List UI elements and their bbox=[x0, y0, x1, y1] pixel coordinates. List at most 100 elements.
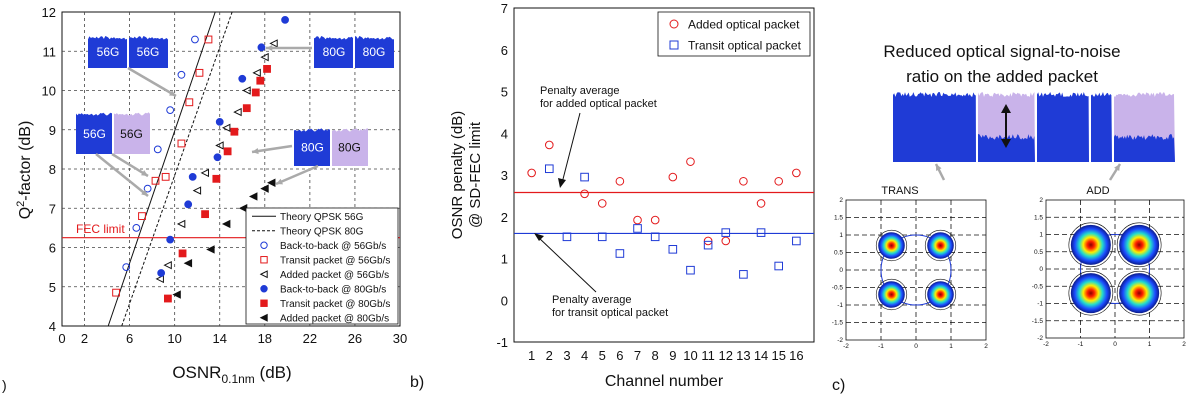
waveform-segment bbox=[1037, 92, 1089, 162]
panel-a-point bbox=[206, 245, 215, 254]
panel-a-point bbox=[269, 39, 278, 48]
panel-a-xtick-label: 22 bbox=[303, 331, 317, 346]
legend-marker bbox=[260, 256, 268, 264]
panel-a-point bbox=[172, 290, 181, 299]
panel-a-point bbox=[260, 52, 269, 62]
panel-b-plot-frame bbox=[513, 7, 815, 343]
panel-b-point bbox=[774, 176, 784, 186]
inset-pointer-arrowhead bbox=[169, 90, 176, 96]
panel-a-point bbox=[242, 104, 251, 113]
inset-pointer-arrow bbox=[111, 152, 149, 178]
inset-label-left: 56G bbox=[83, 127, 106, 141]
panel-b-point bbox=[597, 199, 607, 208]
panel-b-point bbox=[580, 172, 589, 182]
panel-b-xtick-label: 13 bbox=[736, 348, 750, 363]
panel-b-xtick-label: 15 bbox=[771, 348, 785, 363]
trace-pointer-arrowhead bbox=[1114, 164, 1120, 171]
panel-a-ytick-label: 5 bbox=[49, 280, 56, 295]
panel-b-point bbox=[597, 232, 607, 242]
panel-b-xtick-label: 3 bbox=[563, 348, 570, 363]
panel-b-ytick-label: 4 bbox=[501, 126, 508, 141]
constellation-ytick-label: 1.5 bbox=[1034, 214, 1043, 221]
constellation-ytick-label: 1 bbox=[839, 232, 843, 239]
inset-pointer-arrow bbox=[95, 153, 149, 197]
panel-b-points bbox=[527, 140, 801, 279]
panel-c-label: c) bbox=[832, 377, 845, 394]
waveform-fill bbox=[114, 112, 150, 154]
constellation-contour bbox=[1116, 222, 1162, 268]
legend-marker bbox=[260, 241, 268, 249]
panel-a-points bbox=[112, 15, 289, 303]
panel-a-ytick-label: 11 bbox=[43, 44, 57, 59]
fec-limit-label: FEC limit bbox=[76, 222, 125, 236]
panel-a-point bbox=[164, 294, 172, 303]
panel-a-ytick-label: 9 bbox=[49, 123, 56, 138]
panel-a-xtick-label: 30 bbox=[393, 331, 407, 346]
panel-a-point bbox=[163, 260, 172, 270]
panel-b-point bbox=[756, 228, 766, 237]
panel-a-xtick-label: 6 bbox=[126, 331, 133, 346]
panel-a-point bbox=[166, 106, 175, 115]
panel-b-point bbox=[650, 215, 660, 225]
panel-b-point bbox=[756, 199, 766, 208]
inset-label-right: 80G bbox=[363, 45, 386, 59]
waveform-segment bbox=[893, 92, 976, 162]
panel-a-point bbox=[212, 174, 221, 183]
panel-c-waveform bbox=[893, 92, 1175, 181]
panel-c-figure: Reduced optical signal-to-noise ratio on… bbox=[832, 42, 1186, 394]
panel-b-point bbox=[739, 270, 748, 279]
constellation-contour bbox=[924, 229, 957, 262]
constellation-xtick-label: -1 bbox=[878, 343, 884, 350]
constellation-xtick-label: 1 bbox=[1148, 341, 1152, 348]
panel-a-point bbox=[153, 145, 162, 154]
legend-entry-label: Theory QPSK 56G bbox=[280, 212, 364, 223]
panel-a-point bbox=[185, 98, 194, 107]
panel-b-legend-box bbox=[657, 11, 811, 57]
inset-pointer-arrow bbox=[127, 66, 177, 98]
panel-b-xtick-label: 1 bbox=[528, 348, 535, 363]
theory-line bbox=[107, 11, 216, 327]
constellation-ytick-label: 0.5 bbox=[1034, 249, 1043, 256]
panel-b-ytick-label: 6 bbox=[501, 43, 508, 58]
panel-b-ytick-label: 5 bbox=[501, 85, 508, 100]
panel-b-xtick-label: 5 bbox=[599, 348, 606, 363]
panel-b-xtick-label: 14 bbox=[754, 348, 768, 363]
panel-a-point bbox=[138, 212, 146, 220]
panel-a-point bbox=[260, 184, 269, 193]
constellation-cluster bbox=[927, 232, 954, 259]
annotation-transit-arrow bbox=[537, 236, 597, 293]
panel-b-xtick-label: 2 bbox=[546, 348, 553, 363]
panel-b-xtick-label: 10 bbox=[683, 348, 697, 363]
panel-a-point bbox=[191, 35, 199, 44]
constellation-ytick-label: 1 bbox=[1039, 232, 1043, 239]
legend-marker bbox=[259, 313, 268, 322]
waveform-inset: 80G 80G bbox=[294, 128, 368, 166]
panel-a-point bbox=[204, 35, 213, 44]
panel-b-point bbox=[739, 176, 748, 186]
legend-marker bbox=[259, 270, 268, 279]
panel-a-point bbox=[143, 184, 152, 193]
panel-a-ylabel: Q2-factor (dB) bbox=[15, 121, 34, 220]
legend-entry-label: Transit packet @ 56Gb/s bbox=[280, 255, 390, 266]
constellation-xtick-label: -2 bbox=[843, 343, 849, 350]
legend-entry-label: Theory QPSK 80G bbox=[280, 226, 364, 237]
inset-pointer-arrowhead bbox=[252, 148, 259, 155]
panel-a-legend: Theory QPSK 56G Theory QPSK 80G Back-to-ba… bbox=[245, 207, 399, 325]
panel-a-xlabel: OSNR0.1nm (dB) bbox=[172, 363, 291, 386]
legend-entry-label: Added packet @ 56Gb/s bbox=[280, 270, 389, 281]
waveform-segment bbox=[1091, 92, 1112, 162]
waveform-fill bbox=[294, 128, 330, 166]
annotation-added-arrowhead bbox=[558, 178, 566, 188]
constellation-ytick-label: -1 bbox=[837, 302, 843, 309]
panel-b-point bbox=[686, 157, 695, 166]
panel-b-point bbox=[774, 261, 784, 271]
panel-a-point bbox=[184, 200, 193, 209]
panel-b-point bbox=[668, 245, 678, 254]
constellation-ytick-label: 2 bbox=[1039, 197, 1043, 204]
constellation-plot: -2 -1.5 -1 -0.5 0 0.5 1 1.5 2 -2 -1 0 1 2 bbox=[832, 197, 988, 350]
waveform-inset: 56G 56G bbox=[88, 36, 168, 68]
panel-b-point bbox=[792, 168, 801, 178]
panel-b-label: b) bbox=[410, 374, 424, 391]
panel-b-point bbox=[615, 249, 625, 258]
